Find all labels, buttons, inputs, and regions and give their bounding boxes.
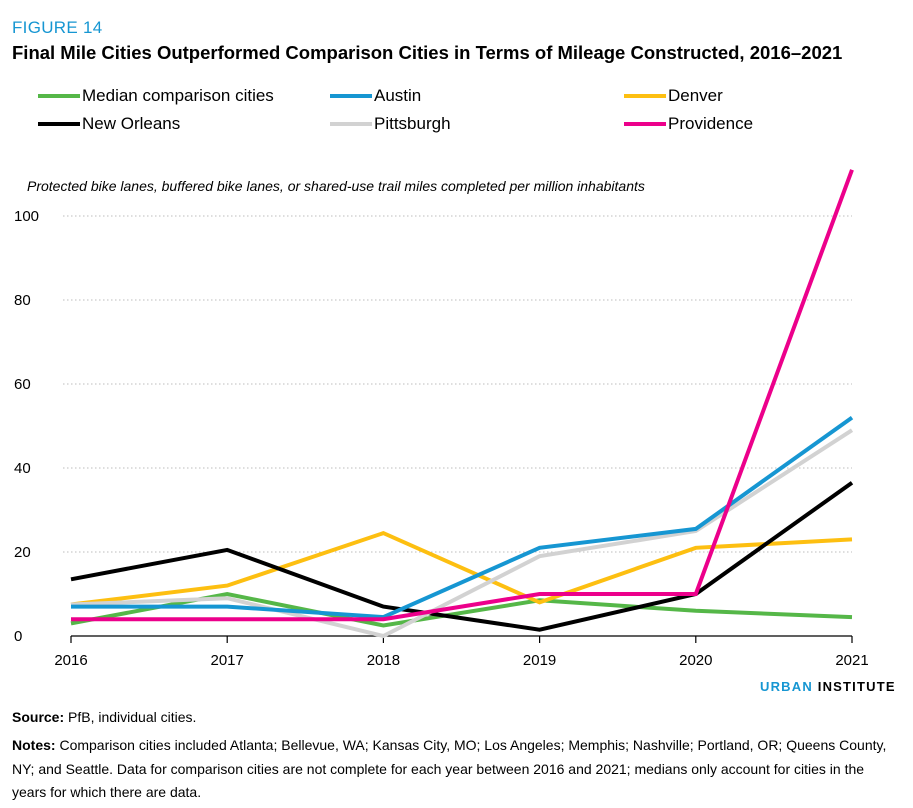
legend-swatch-pittsburgh bbox=[330, 122, 372, 126]
x-tick-label-2018: 2018 bbox=[367, 652, 400, 669]
legend-swatch-austin bbox=[330, 94, 372, 98]
legend-swatch-providence bbox=[624, 122, 666, 126]
legend-label-new-orleans: New Orleans bbox=[82, 114, 181, 133]
series-line-austin bbox=[71, 415, 854, 620]
x-tick-label-2021: 2021 bbox=[835, 652, 868, 669]
y-tick-label-80: 80 bbox=[14, 292, 31, 309]
brand-logo: URBAN INSTITUTE bbox=[760, 679, 896, 694]
y-axis-label: Protected bike lanes, buffered bike lane… bbox=[27, 178, 645, 194]
y-tick-label-0: 0 bbox=[14, 628, 22, 645]
y-tick-label-100: 100 bbox=[14, 208, 39, 225]
x-tick-label-2016: 2016 bbox=[54, 652, 87, 669]
legend-item-median: Median comparison cities bbox=[38, 86, 274, 106]
series-line-denver bbox=[70, 530, 853, 607]
chart-legend: Median comparison cities Austin Denver N… bbox=[0, 0, 913, 140]
legend-item-new-orleans: New Orleans bbox=[38, 114, 180, 134]
y-tick-label-40: 40 bbox=[14, 460, 31, 477]
legend-label-denver: Denver bbox=[668, 86, 723, 105]
legend-swatch-median bbox=[38, 94, 80, 98]
line-chart: 0 20 40 60 80 100 2016 2017 2018 2019 2020 2021 bbox=[14, 169, 869, 669]
series-line-pittsburgh bbox=[70, 428, 854, 639]
figure-label: FIGURE 14 bbox=[12, 18, 103, 37]
source-label: Source: bbox=[12, 709, 65, 725]
notes-text: Comparison cities included Atlanta; Bell… bbox=[12, 737, 887, 800]
brand-part1: URBAN bbox=[760, 679, 813, 694]
legend-item-austin: Austin bbox=[330, 86, 421, 106]
source-note: Source: PfB, individual cities. bbox=[12, 709, 196, 725]
brand-part2: INSTITUTE bbox=[817, 679, 896, 694]
legend-item-providence: Providence bbox=[624, 114, 753, 134]
y-tick-label-60: 60 bbox=[14, 376, 31, 393]
legend-swatch-new-orleans bbox=[38, 122, 80, 126]
legend-swatch-denver bbox=[624, 94, 666, 98]
y-tick-label-20: 20 bbox=[14, 544, 31, 561]
series-line-new-orleans bbox=[70, 481, 854, 632]
notes-label: Notes: bbox=[12, 737, 56, 753]
x-tick-label-2019: 2019 bbox=[523, 652, 556, 669]
x-tick-label-2020: 2020 bbox=[679, 652, 712, 669]
legend-label-median: Median comparison cities bbox=[82, 86, 274, 105]
legend-label-austin: Austin bbox=[374, 86, 422, 105]
legend-item-denver: Denver bbox=[624, 86, 723, 106]
legend-item-pittsburgh: Pittsburgh bbox=[330, 114, 451, 134]
source-text: PfB, individual cities. bbox=[68, 709, 197, 725]
series-line-providence bbox=[71, 169, 854, 622]
chart-title: Final Mile Cities Outperformed Compariso… bbox=[12, 42, 843, 63]
x-tick-label-2017: 2017 bbox=[211, 652, 244, 669]
notes: Notes: Comparison cities included Atlant… bbox=[12, 734, 892, 805]
legend-label-providence: Providence bbox=[668, 114, 754, 133]
legend-label-pittsburgh: Pittsburgh bbox=[374, 114, 451, 133]
